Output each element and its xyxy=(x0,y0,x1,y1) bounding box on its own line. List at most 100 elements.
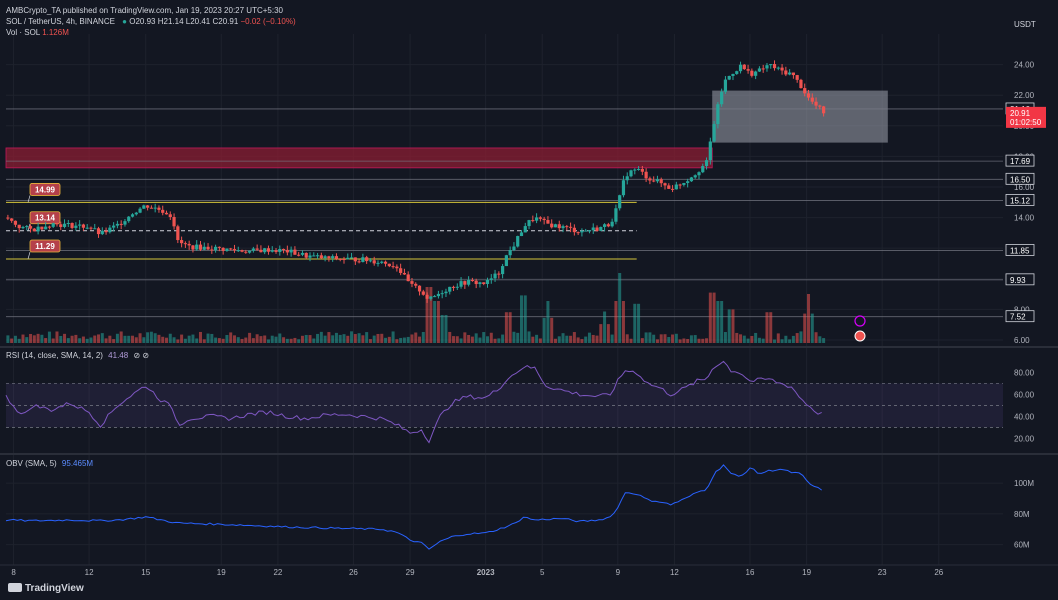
resistance-zone xyxy=(5,147,713,169)
candle-body xyxy=(436,293,441,297)
candle-body xyxy=(621,180,626,196)
volume-bar xyxy=(610,334,614,343)
volume-bar xyxy=(25,337,29,343)
candle-body xyxy=(78,224,82,226)
volume-bar xyxy=(580,339,584,343)
candle-body xyxy=(565,226,569,228)
candle-body xyxy=(723,79,728,92)
volume-bar xyxy=(565,335,569,343)
volume-bar xyxy=(433,301,437,343)
obv-title[interactable]: OBV (SMA, 5) xyxy=(6,459,57,468)
candle-body xyxy=(644,171,648,179)
candle-body xyxy=(108,227,112,233)
tradingview-brand[interactable]: TradingView xyxy=(8,583,84,594)
candle-body xyxy=(13,220,18,225)
candle-body xyxy=(6,217,10,219)
volume-bar xyxy=(210,333,214,343)
candle-body xyxy=(285,249,289,253)
volume-bar xyxy=(240,338,244,343)
volume-bar xyxy=(59,335,63,343)
candle-body xyxy=(482,282,486,285)
volume-bar xyxy=(387,336,391,343)
volume-bar xyxy=(788,339,792,343)
candle-body xyxy=(580,230,584,233)
candle-body xyxy=(772,64,777,69)
symbol-title[interactable]: SOL / TetherUS, 4h, BINANCE xyxy=(6,17,115,26)
candle-body xyxy=(633,169,637,171)
volume-bar xyxy=(776,333,780,343)
candle-body xyxy=(293,249,297,255)
candle-body xyxy=(187,243,191,246)
volume-bar xyxy=(701,338,705,343)
volume-bar xyxy=(739,334,743,343)
volume-label[interactable]: Vol · SOL xyxy=(6,28,40,37)
candle-body xyxy=(51,223,55,227)
candle-body xyxy=(134,212,138,215)
volume-bar xyxy=(89,337,93,343)
candle-body xyxy=(535,217,539,221)
volume-bar xyxy=(614,301,618,343)
volume-bar xyxy=(486,336,490,343)
candle-body xyxy=(470,279,474,281)
candle-body xyxy=(414,283,418,286)
volume-bar xyxy=(553,338,557,343)
candle-body xyxy=(164,212,169,215)
volume-bar xyxy=(621,301,625,343)
candle-body xyxy=(274,250,278,252)
volume-bar xyxy=(765,312,769,343)
volume-bar xyxy=(516,332,520,343)
volume-bar xyxy=(255,334,259,343)
volume-bar xyxy=(482,332,486,343)
volume-bar xyxy=(134,337,138,343)
volume-bar xyxy=(172,337,176,343)
candle-body xyxy=(693,175,697,178)
candle-body xyxy=(474,280,478,285)
candle-body xyxy=(769,64,773,66)
rsi-axis-tick-0: 80.00 xyxy=(1014,368,1035,377)
level-label-4: 15.12 xyxy=(1010,196,1031,205)
candle-body xyxy=(417,285,422,292)
rsi-axis-tick-1: 60.00 xyxy=(1014,390,1035,399)
candle-body xyxy=(587,230,592,232)
volume-bar xyxy=(606,324,610,343)
candle-body xyxy=(757,68,762,72)
candle-body xyxy=(716,104,720,125)
volume-bar xyxy=(807,294,811,343)
volume-bar xyxy=(270,335,274,343)
candle-body xyxy=(508,250,512,256)
volume-legend: Vol · SOL 1.126M xyxy=(6,28,69,37)
volume-bar xyxy=(599,324,603,343)
volume-bar xyxy=(93,335,97,343)
volume-bar xyxy=(746,338,750,343)
volume-bar xyxy=(791,335,795,343)
volume-bar xyxy=(795,333,799,343)
candle-body xyxy=(451,286,456,288)
time-axis-tick-6: 29 xyxy=(406,568,415,577)
volume-bar xyxy=(569,335,573,343)
candle-body xyxy=(244,251,248,253)
candle-body xyxy=(93,228,97,230)
volume-bar xyxy=(81,336,85,343)
candle-body xyxy=(478,282,482,285)
level-label-5: 11.85 xyxy=(1010,246,1030,255)
rsi-title[interactable]: RSI (14, close, SMA, 14, 2) xyxy=(6,351,103,360)
candle-body xyxy=(17,224,21,229)
candle-body xyxy=(172,217,176,227)
candle-body xyxy=(731,73,735,77)
volume-bar xyxy=(637,303,641,343)
candle-body xyxy=(678,184,682,186)
candle-body xyxy=(606,224,610,227)
volume-bar xyxy=(285,338,289,343)
candle-body xyxy=(523,226,527,233)
level-badge-3 xyxy=(1005,172,1035,185)
time-axis-tick-3: 19 xyxy=(217,568,226,577)
volume-bar xyxy=(244,337,248,343)
candle-body xyxy=(387,263,391,267)
volume-bar xyxy=(10,338,14,343)
price-axis-tick-8: 8.00 xyxy=(1014,305,1030,314)
candle-body xyxy=(655,179,660,182)
candle-body xyxy=(300,252,305,255)
candle-body xyxy=(625,176,629,181)
candle-body xyxy=(210,249,214,251)
